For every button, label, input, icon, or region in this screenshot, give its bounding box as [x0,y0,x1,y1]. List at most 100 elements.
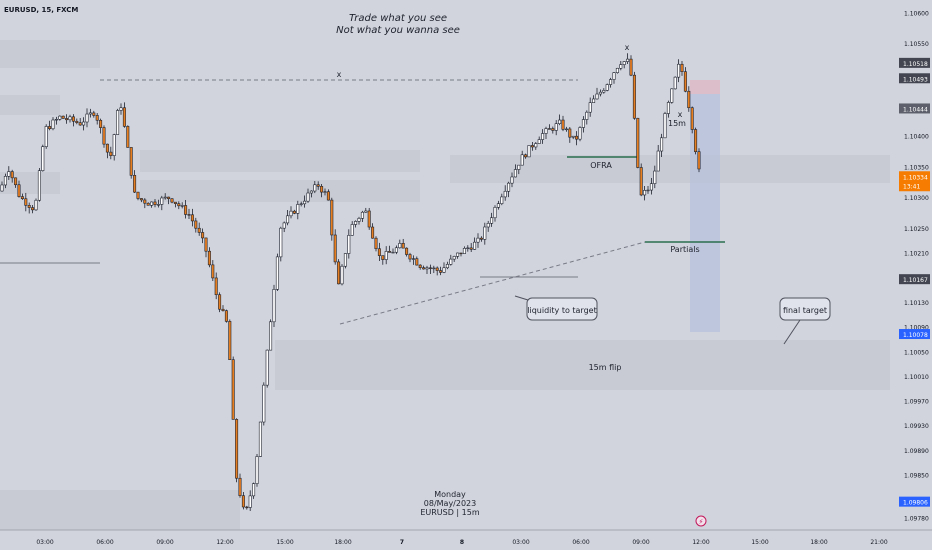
candle-bear [173,201,177,204]
candle-bull [323,191,327,193]
candle-bull [517,164,521,170]
candle-bull [646,189,650,192]
candle-bear [422,267,426,270]
candle-bear [143,199,147,204]
candle-bear [170,198,174,203]
time-tick-label: 12:00 [692,539,709,546]
liquidity-trendline [339,241,646,325]
candle-bear [20,196,24,200]
candle-bear [109,151,113,156]
candle-bear [92,112,96,116]
zone [450,155,890,183]
candle-bull [677,63,681,78]
price-tick-label: 1.10400 [904,134,929,141]
label-15m: 15m [668,119,686,128]
x-mark: x [678,110,683,119]
candle-bear [374,237,378,250]
candle-bull [68,116,72,121]
candle-bear [10,171,14,179]
candle-bear [435,267,439,271]
candle-bear [207,250,211,266]
candle-bear [388,251,392,253]
price-badge [899,274,930,285]
candle-bear [367,210,371,228]
quote-line-2: Not what you wanna see [336,25,460,36]
price-badge-value: 1.10518 [903,61,928,68]
candle-bull [252,483,256,497]
candle-bull [258,421,262,457]
candle-bear [167,196,171,199]
candle-bear [245,506,249,509]
lightning-icon: ⚡ [699,518,704,526]
liquidity-callout[interactable]: liquidity to target [514,295,598,321]
candle-bull [279,227,283,258]
candle-bull [357,218,361,222]
candle-bull [486,222,490,228]
candle-bull [595,93,599,100]
zone-15m-flip [275,340,890,390]
candle-bear [24,198,28,206]
time-tick-label: 8 [460,539,464,546]
candle-bull [537,139,541,144]
candle-bear [153,201,157,206]
price-tick-label: 1.10550 [904,41,929,48]
candle-bull [411,258,415,260]
target-box [690,80,720,332]
candle-bear [194,220,198,229]
candle-bull [626,58,630,62]
candle-bear [524,154,528,158]
candle-bear [65,118,69,121]
candle-bull [34,199,38,211]
candle-bear [547,128,551,130]
candle-bull [119,107,123,111]
candle-bear [330,199,334,236]
candle-bull [598,91,602,95]
candle-bull [476,237,480,243]
time-tick-label: 15:00 [751,539,768,546]
candle-bear [224,310,228,322]
candle-bull [510,176,514,184]
candle-bear [190,214,194,222]
candle-bear [221,308,225,311]
candle-bear [61,115,65,119]
final-target-callout[interactable]: final target [779,297,831,345]
candle-bull [541,133,545,140]
time-tick-label: 18:00 [810,539,827,546]
candle-bear [197,227,201,233]
price-tick-label: 1.10350 [904,164,929,171]
candle-bear [231,359,235,420]
price-tick-label: 1.10090 [904,325,929,332]
candle-bull [313,184,317,192]
price-badge-value: 1.10493 [903,76,928,83]
candle-bear [235,419,239,479]
lightning-icon[interactable] [695,515,707,527]
candle-bear [102,127,106,145]
candle-bull [592,98,596,103]
partials-label: Partials [670,245,699,254]
price-axis[interactable] [895,0,932,530]
candle-bull [445,264,449,269]
candle-bear [187,214,191,216]
candle-bear [408,254,412,260]
time-axis-ticks[interactable]: 03:00 06:00 09:00 12:00 15:00 18:00 7 8 03:00 06:… [36,539,887,546]
candle-bear [320,186,324,193]
candle-bull [605,84,609,91]
symbol-header[interactable]: EURUSD, 15, FXCM [4,6,78,14]
candle-bull [609,79,613,85]
price-tick-label: 1.10300 [904,195,929,202]
candle-bear [568,128,572,138]
time-tick-label: 06:00 [572,539,589,546]
candle-bull [503,190,507,198]
price-badge-value: 1.09806 [903,500,928,507]
price-badge [899,57,930,68]
candle-bull [398,243,402,249]
price-badge-value: 1.10167 [903,277,928,284]
price-badge [899,329,930,340]
zone [0,40,100,68]
candle-bear [218,294,222,310]
candle-bull [571,135,575,138]
candle-bull [670,88,674,103]
candle-bear [680,63,684,73]
